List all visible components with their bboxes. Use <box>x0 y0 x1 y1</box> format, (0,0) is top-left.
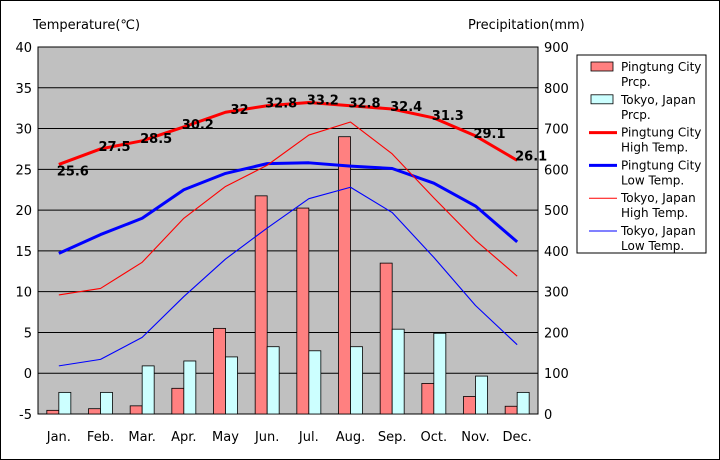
plot-border <box>37 46 539 415</box>
left-tick-label: 0 <box>24 367 32 382</box>
data-label: 33.2 <box>307 93 339 108</box>
precip-bar <box>379 262 393 415</box>
precip-bar <box>421 383 435 415</box>
x-tick-label: Aug. <box>336 430 366 445</box>
right-tick-label: 600 <box>544 163 569 178</box>
right-tick-label: 400 <box>544 245 569 260</box>
precip-bar <box>58 391 72 415</box>
legend-label: Prcp. <box>621 108 651 122</box>
temperature-line <box>58 100 518 166</box>
precip-bar <box>254 195 268 415</box>
right-tick-label: 500 <box>544 204 569 219</box>
legend-label: Tokyo, Japan <box>620 224 696 238</box>
precip-bar <box>225 356 238 415</box>
precip-bar <box>463 396 476 415</box>
left-tick-label: 15 <box>15 245 32 260</box>
left-tick-label: 30 <box>15 123 32 138</box>
data-label: 32.8 <box>265 97 297 112</box>
left-tick-label: 40 <box>15 41 32 56</box>
data-label: 32.4 <box>390 100 422 115</box>
legend-label: Low Temp. <box>621 239 684 253</box>
precip-bar <box>266 346 280 415</box>
left-tick-label: 25 <box>15 163 32 178</box>
x-tick-label: May <box>212 430 239 445</box>
precip-bar <box>213 327 226 415</box>
right-axis-title: Precipitation(mm) <box>468 18 585 33</box>
x-tick-label: Apr. <box>171 430 196 445</box>
left-tick-label: 35 <box>15 82 32 97</box>
legend-swatch <box>590 61 614 72</box>
precip-bar <box>296 207 310 415</box>
temperature-line <box>58 121 518 296</box>
legend-label: Low Temp. <box>621 173 684 187</box>
legend-swatch <box>590 94 614 105</box>
left-tick-label: 20 <box>15 204 32 219</box>
x-tick-label: Feb. <box>87 430 114 445</box>
left-tick-label: 10 <box>15 286 32 301</box>
x-tick-label: Dec. <box>503 430 532 445</box>
right-tick-label: 0 <box>544 408 552 423</box>
left-tick-label: 5 <box>24 326 32 341</box>
right-tick-label: 100 <box>544 367 569 382</box>
precip-bar <box>504 405 518 415</box>
right-tick-label: 800 <box>544 82 569 97</box>
right-tick-label: 300 <box>544 286 569 301</box>
x-tick-label: Jun. <box>254 430 279 445</box>
precip-bar <box>88 408 101 415</box>
precip-bar <box>338 136 351 415</box>
precip-bar <box>391 328 405 415</box>
precip-bar <box>475 375 488 415</box>
precip-bar <box>183 360 197 415</box>
legend-label: High Temp. <box>621 206 688 220</box>
temperature-line <box>58 186 518 367</box>
precip-bar <box>433 332 447 415</box>
x-tick-label: Mar. <box>128 430 155 445</box>
left-tick-label: -5 <box>19 408 32 423</box>
legend-box <box>576 54 707 254</box>
legend-label: Pingtung City <box>621 126 701 140</box>
left-axis-title: Temperature(℃) <box>32 18 140 33</box>
temperature-line <box>58 161 519 255</box>
legend-label: Prcp. <box>621 75 651 89</box>
precip-bar <box>350 346 363 415</box>
legend-label: Tokyo, Japan <box>620 191 696 205</box>
data-label: 27.5 <box>98 140 130 155</box>
precip-bar <box>516 391 530 415</box>
precip-bar <box>46 409 60 415</box>
legend-label: High Temp. <box>621 141 688 155</box>
data-label: 32.8 <box>348 97 380 112</box>
precip-bar <box>171 387 185 415</box>
x-tick-label: Jan. <box>46 430 71 445</box>
x-tick-label: Nov. <box>461 430 490 445</box>
right-tick-label: 700 <box>544 123 569 138</box>
data-label: 28.5 <box>140 132 172 147</box>
data-label: 30.2 <box>182 118 214 133</box>
precip-bar <box>100 391 113 415</box>
precip-bar <box>141 365 155 415</box>
x-tick-label: Oct. <box>421 430 448 445</box>
precip-bar <box>308 350 322 415</box>
plot-background <box>38 47 538 414</box>
data-label: 32 <box>230 103 248 118</box>
data-label: 31.3 <box>432 109 464 124</box>
x-tick-label: Sep. <box>378 430 407 445</box>
legend-label: Tokyo, Japan <box>620 93 696 107</box>
legend-label: Pingtung City <box>621 158 701 172</box>
legend-label: Pingtung City <box>621 60 701 74</box>
x-tick-label: Jul. <box>298 430 319 445</box>
precip-bar <box>129 405 143 415</box>
right-tick-label: 200 <box>544 326 569 341</box>
data-label: 25.6 <box>57 164 89 179</box>
right-tick-label: 900 <box>544 41 569 56</box>
data-label: 26.1 <box>515 149 547 164</box>
data-label: 29.1 <box>473 127 505 142</box>
